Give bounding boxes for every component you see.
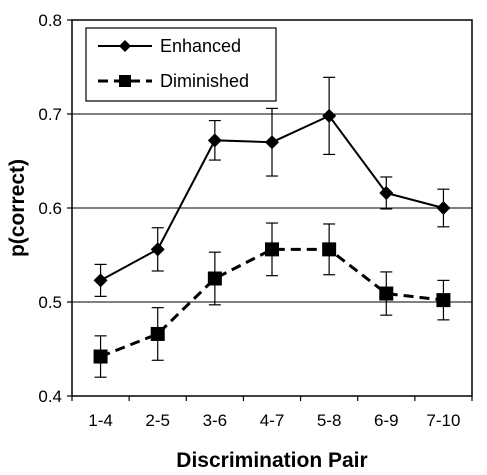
x-axis-title: Discrimination Pair [176, 449, 367, 472]
y-axis-title: p(correct) [6, 159, 29, 257]
series-diminished [93, 222, 451, 378]
data-point [436, 293, 451, 308]
x-axis: 1-4 2-5 3-6 4-7 5-8 6-9 7-10 [71, 396, 473, 430]
data-point [265, 242, 279, 257]
legend-marker-diminished [119, 75, 131, 87]
y-tick-label: 0.4 [38, 387, 62, 406]
legend-marker-enhanced [119, 40, 131, 52]
legend-label-enhanced: Enhanced [160, 36, 241, 56]
y-tick-label: 0.6 [38, 199, 62, 218]
legend-label-diminished: Diminished [160, 71, 249, 91]
data-point [93, 349, 108, 364]
y-tick-label: 0.8 [38, 11, 62, 30]
data-point [436, 201, 451, 215]
x-tick-label: 6-9 [374, 411, 399, 430]
data-point [207, 271, 222, 286]
x-tick-label: 7-10 [426, 411, 460, 430]
data-point [207, 133, 222, 148]
data-point [379, 286, 394, 301]
x-tick-label: 1-4 [88, 411, 113, 430]
series-layer [93, 76, 451, 378]
data-point [150, 242, 165, 257]
data-point [150, 326, 165, 341]
data-point [265, 135, 279, 150]
data-point [93, 273, 108, 288]
data-point [322, 108, 337, 123]
data-point [322, 242, 337, 257]
series-enhanced [93, 76, 451, 297]
y-tick-label: 0.7 [38, 105, 62, 124]
y-tick-label: 0.5 [38, 293, 62, 312]
legend: Enhanced Diminished [85, 27, 277, 102]
x-tick-label: 3-6 [203, 411, 228, 430]
x-tick-label: 2-5 [145, 411, 170, 430]
y-axis: 0.4 0.5 0.6 0.7 0.8 [38, 11, 72, 406]
x-tick-label: 5-8 [317, 411, 342, 430]
data-point [379, 185, 394, 200]
x-tick-label: 4-7 [260, 411, 285, 430]
legend-box [85, 27, 277, 102]
